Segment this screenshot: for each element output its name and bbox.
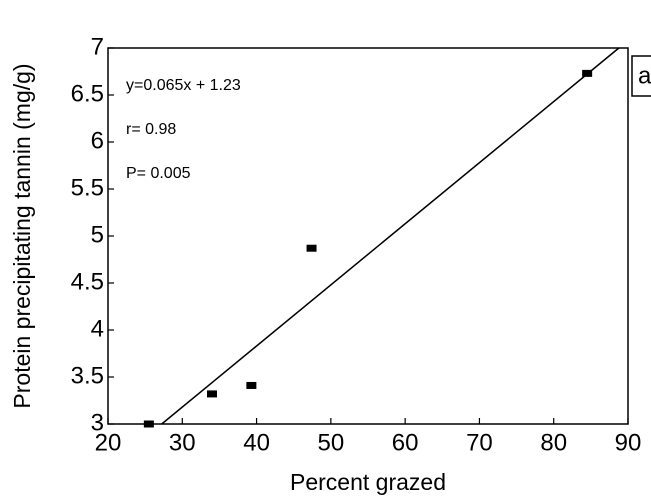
x-axis-title: Percent grazed bbox=[290, 469, 446, 495]
point bbox=[246, 381, 257, 389]
fit-line bbox=[161, 47, 620, 425]
point bbox=[306, 244, 317, 252]
y-tick-label: 7 bbox=[91, 33, 104, 60]
y-tick-label: 6.5 bbox=[71, 80, 104, 107]
annotation: y=0.065x + 1.23 bbox=[126, 77, 241, 94]
x-tick-label: 40 bbox=[243, 429, 270, 456]
y-tick-label: 3.5 bbox=[71, 362, 104, 389]
y-tick-label: 6 bbox=[91, 127, 104, 154]
panel-label-box bbox=[631, 55, 651, 97]
point bbox=[582, 69, 593, 77]
y-tick-label: 5.5 bbox=[71, 174, 104, 201]
x-tick-label: 30 bbox=[169, 429, 196, 456]
y-tick-label: 3 bbox=[91, 409, 104, 436]
annotation: r= 0.98 bbox=[126, 121, 176, 138]
panel-label: a bbox=[638, 62, 651, 89]
x-tick-label: 80 bbox=[540, 429, 567, 456]
x-tick-label: 20 bbox=[95, 429, 122, 456]
x-tick-label: 50 bbox=[318, 429, 345, 456]
point bbox=[207, 390, 217, 398]
y-tick-label: 4.5 bbox=[71, 268, 104, 295]
x-tick-label: 90 bbox=[615, 429, 642, 456]
x-tick-label: 70 bbox=[466, 429, 493, 456]
y-tick-label: 4 bbox=[91, 315, 104, 342]
point bbox=[143, 420, 154, 428]
y-tick-label: 5 bbox=[91, 221, 104, 248]
x-tick-label: 60 bbox=[392, 429, 419, 456]
y-axis-title: Protein precipitating tannin (mg/g) bbox=[9, 63, 35, 408]
annotation: P= 0.005 bbox=[126, 165, 191, 182]
